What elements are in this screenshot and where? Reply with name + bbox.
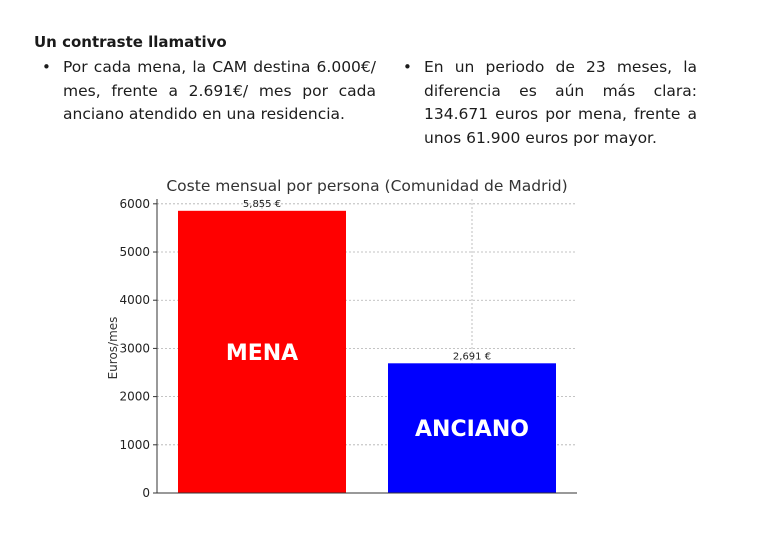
bar-category-label: MENA [226, 341, 298, 366]
chart-title: Coste mensual por persona (Comunidad de … [166, 177, 567, 195]
y-axis: 0 1000 2000 3000 4000 5000 6000 [119, 197, 577, 500]
bar-mena [178, 210, 346, 493]
bullet-item: En un periodo de 23 meses, la diferencia… [401, 56, 697, 150]
data-label: 5,855 € [243, 199, 281, 210]
bar-anciano [388, 363, 556, 493]
y-tick-label: 6000 [119, 197, 150, 211]
y-tick-label: 5000 [119, 245, 150, 259]
y-tick-label: 1000 [119, 438, 150, 452]
data-label: 2,691 € [453, 351, 491, 362]
bar-category-label: ANCIANO [415, 417, 529, 442]
y-tick-label: 0 [142, 486, 150, 500]
y-tick-label: 2000 [119, 390, 150, 404]
bullet-list-left: Por cada mena, la CAM destina 6.000€/ me… [40, 56, 376, 127]
bullet-list-right: En un periodo de 23 meses, la diferencia… [401, 56, 697, 150]
y-tick-label: 3000 [119, 341, 150, 355]
y-axis-label: Euros/mes [106, 317, 120, 380]
y-tick-label: 4000 [119, 293, 150, 307]
bullet-item: Por cada mena, la CAM destina 6.000€/ me… [40, 56, 376, 127]
section-heading: Un contraste llamativo [34, 33, 227, 51]
chart-bars: 5,855 € MENA 2,691 € ANCIANO [178, 199, 556, 493]
